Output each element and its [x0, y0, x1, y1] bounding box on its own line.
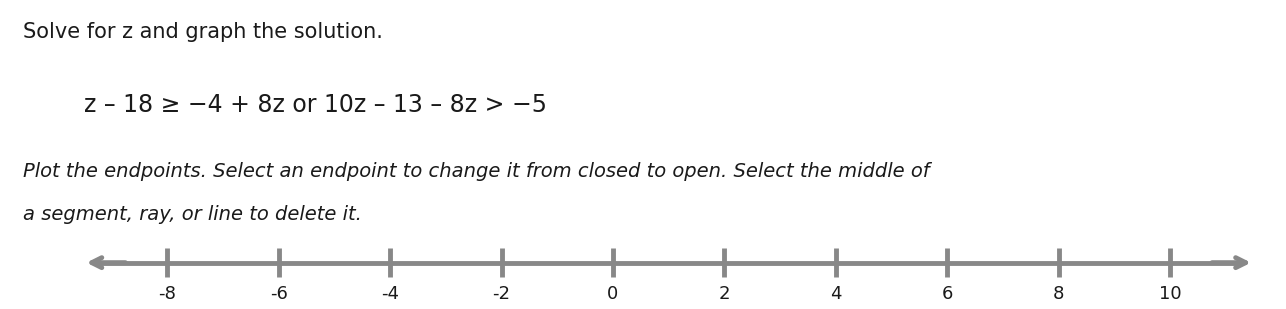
Text: 10: 10 — [1159, 285, 1182, 303]
Text: 4: 4 — [831, 285, 841, 303]
Text: z – 18 ≥ −4 + 8z or 10z – 13 – 8z > −5: z – 18 ≥ −4 + 8z or 10z – 13 – 8z > −5 — [84, 93, 547, 117]
Text: -4: -4 — [381, 285, 399, 303]
Text: 0: 0 — [607, 285, 619, 303]
Text: -8: -8 — [158, 285, 176, 303]
Text: 8: 8 — [1053, 285, 1065, 303]
Text: a segment, ray, or line to delete it.: a segment, ray, or line to delete it. — [23, 205, 363, 224]
Text: 2: 2 — [719, 285, 730, 303]
Text: Solve for z and graph the solution.: Solve for z and graph the solution. — [23, 22, 383, 42]
Text: -6: -6 — [270, 285, 288, 303]
Text: Plot the endpoints. Select an endpoint to change it from closed to open. Select : Plot the endpoints. Select an endpoint t… — [23, 162, 930, 181]
Text: 6: 6 — [941, 285, 953, 303]
Text: -2: -2 — [493, 285, 511, 303]
